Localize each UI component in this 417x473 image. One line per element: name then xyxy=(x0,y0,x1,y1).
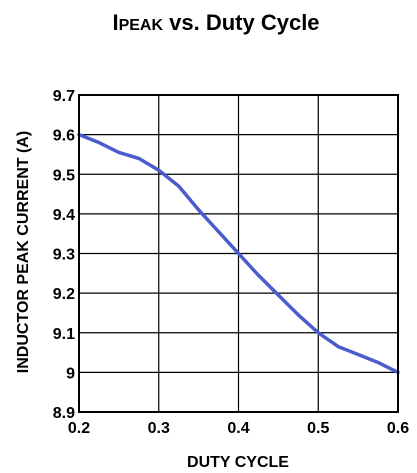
chart-title-subscript: PEAK xyxy=(119,17,164,34)
y-tick-label: 9.4 xyxy=(53,207,75,224)
y-tick-label: 9.1 xyxy=(53,326,75,343)
y-axis-label: INDUCTOR PEAK CURRENT (A) xyxy=(15,131,32,373)
chart-title-lead: I xyxy=(112,10,118,35)
grid xyxy=(79,95,398,412)
svg-text:IPEAK vs. Duty Cycle: IPEAK vs. Duty Cycle xyxy=(112,10,319,35)
x-tick-label: 0.2 xyxy=(68,420,90,437)
chart-title-rest: vs. Duty Cycle xyxy=(163,10,320,35)
chart-title: IPEAK vs. Duty Cycle xyxy=(112,10,319,35)
y-tick-label: 9.6 xyxy=(53,128,75,145)
y-tick-label: 8.9 xyxy=(53,405,75,422)
x-tick-label: 0.3 xyxy=(148,420,170,437)
series-line xyxy=(77,132,400,375)
y-tick-label: 9 xyxy=(66,365,75,382)
x-tick-label: 0.6 xyxy=(387,420,409,437)
y-tick-label: 9.7 xyxy=(53,88,75,105)
plot-frame xyxy=(78,94,399,413)
axis-ticks: 0.2 0.3 0.4 0.5 0.6 8.9 9 9.1 9.2 9.3 9.4 9.5 9.6 9.7 xyxy=(53,88,409,437)
y-tick-label: 9.3 xyxy=(53,247,75,264)
y-tick-label: 9.2 xyxy=(53,286,75,303)
x-axis-label: DUTY CYCLE xyxy=(187,454,289,471)
series-layer xyxy=(77,132,400,375)
x-tick-label: 0.4 xyxy=(227,420,249,437)
y-tick-label: 9.5 xyxy=(53,167,75,184)
x-tick-label: 0.5 xyxy=(307,420,329,437)
